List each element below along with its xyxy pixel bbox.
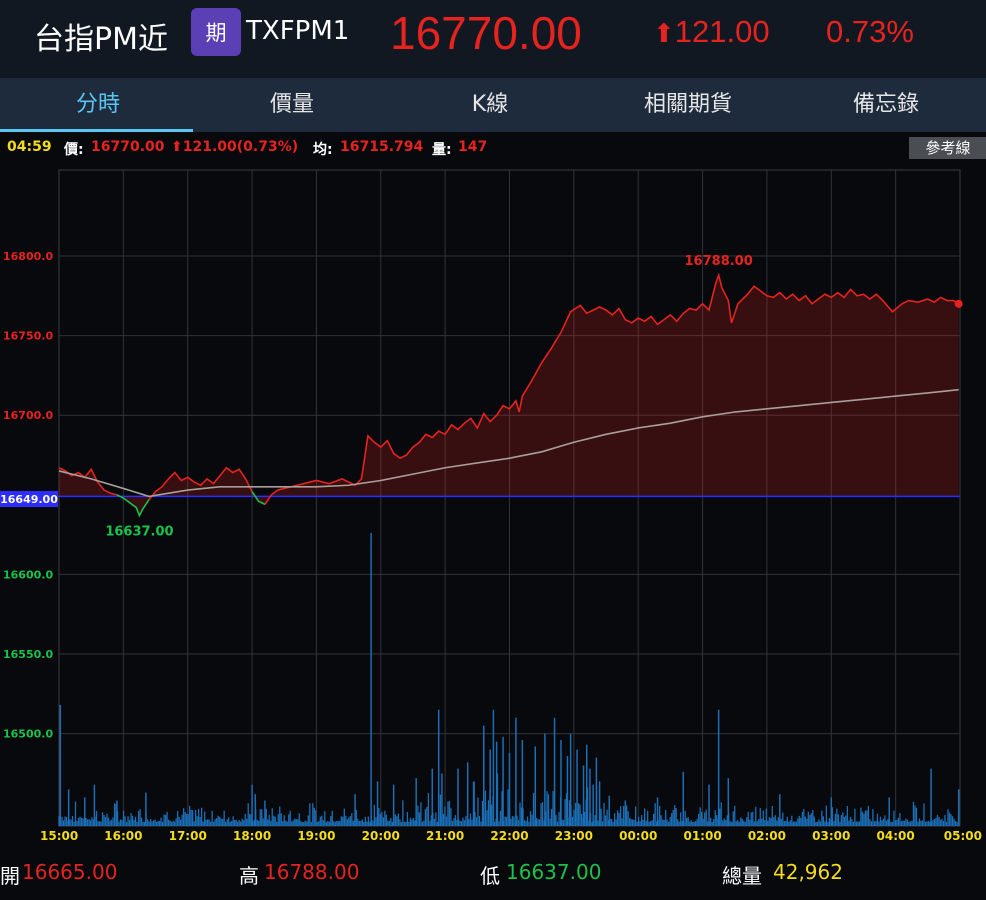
info-price-label: 價: — [64, 142, 84, 158]
price-change: ⬆121.00 — [653, 14, 770, 50]
quote-header: 台指PM近 期 TXFPM1 16770.00 ⬆121.00 0.73% — [0, 0, 986, 78]
y-tick-label: 16700.0 — [3, 409, 53, 422]
info-avg: 16715.794 — [340, 139, 424, 155]
x-tick-label: 22:00 — [490, 829, 528, 843]
price-line-down — [116, 491, 266, 518]
low-label: 16637.00 — [105, 525, 173, 540]
info-bar: 04:59 價: 16770.00 ⬆121.00(0.73%) 均: 1671… — [0, 137, 986, 159]
x-tick-label: 15:00 — [40, 829, 78, 843]
chart-grid — [58, 169, 961, 827]
total-volume-value: 42,962 — [773, 860, 843, 884]
x-tick-label: 17:00 — [169, 829, 207, 843]
y-tick-label: 16800.0 — [3, 250, 53, 263]
info-volume-label: 量: — [432, 142, 452, 158]
futures-badge: 期 — [191, 8, 241, 56]
total-volume-label: 總量 — [722, 864, 762, 888]
active-tab-indicator — [0, 129, 193, 132]
up-arrow-icon: ⬆ — [653, 18, 675, 48]
tab-price-volume[interactable]: 價量 — [269, 92, 314, 117]
summary-bar: 開 16665.00 高 16788.00 低 16637.00 總量 42,9… — [0, 856, 986, 892]
tab-related-futures[interactable]: 相關期貨 — [643, 92, 732, 117]
y-axis-labels: 16800.0 16750.0 16700.0 16600.0 16550.0 16500… — [3, 250, 53, 741]
average-line — [58, 388, 959, 498]
low-label-footer: 低 — [480, 864, 500, 888]
tab-bar: 分時 價量 K線 相關期貨 備忘錄 — [0, 78, 986, 132]
x-tick-label: 18:00 — [233, 829, 271, 843]
x-tick-label: 19:00 — [297, 829, 335, 843]
intraday-chart: 16800.0 16750.0 16700.0 16600.0 16550.0 16500… — [0, 169, 982, 843]
instrument-name: 台指PM近 — [34, 22, 168, 57]
y-tick-label: 16750.0 — [3, 330, 53, 343]
x-axis-labels: 15:00 16:00 17:00 18:00 19:00 20:00 21:00 22:00… — [40, 829, 982, 843]
tab-intraday[interactable]: 分時 — [75, 92, 120, 117]
x-tick-label: 00:00 — [619, 829, 657, 843]
info-volume: 147 — [458, 139, 488, 155]
x-tick-label: 02:00 — [748, 829, 786, 843]
info-avg-label: 均: — [313, 142, 333, 158]
price-change-value: 121.00 — [674, 14, 770, 49]
open-value: 16665.00 — [22, 860, 118, 884]
high-label-footer: 高 — [239, 864, 259, 888]
open-label: 開 — [0, 864, 20, 888]
x-tick-label: 20:00 — [362, 829, 400, 843]
reference-line-button[interactable]: 參考線 — [909, 137, 986, 159]
low-value: 16637.00 — [506, 860, 602, 884]
last-price: 16770.00 — [390, 7, 582, 59]
x-tick-label: 05:00 — [944, 829, 982, 843]
high-label: 16788.00 — [685, 254, 753, 269]
x-tick-label: 01:00 — [683, 829, 721, 843]
x-tick-label: 23:00 — [555, 829, 593, 843]
y-tick-label: 16500.0 — [3, 728, 53, 741]
info-price: 16770.00 — [91, 139, 165, 155]
price-change-percent: 0.73% — [826, 14, 914, 49]
x-tick-label: 21:00 — [426, 829, 464, 843]
reference-label-box — [0, 491, 58, 507]
last-price-dot — [954, 299, 963, 308]
y-tick-label: 16550.0 — [3, 648, 53, 661]
tab-memo[interactable]: 備忘錄 — [852, 92, 919, 117]
instrument-code: TXFPM1 — [246, 16, 350, 46]
info-change: ⬆121.00(0.73%) — [171, 139, 299, 155]
tab-kline[interactable]: K線 — [471, 92, 509, 117]
high-value: 16788.00 — [264, 860, 360, 884]
x-tick-label: 04:00 — [877, 829, 915, 843]
y-tick-label: 16600.0 — [3, 568, 53, 581]
x-tick-label: 03:00 — [812, 829, 850, 843]
info-time: 04:59 — [7, 139, 52, 155]
volume-bars — [58, 533, 960, 826]
price-area — [59, 275, 959, 516]
x-tick-label: 16:00 — [104, 829, 142, 843]
reference-label: 16649.00 — [0, 493, 58, 506]
